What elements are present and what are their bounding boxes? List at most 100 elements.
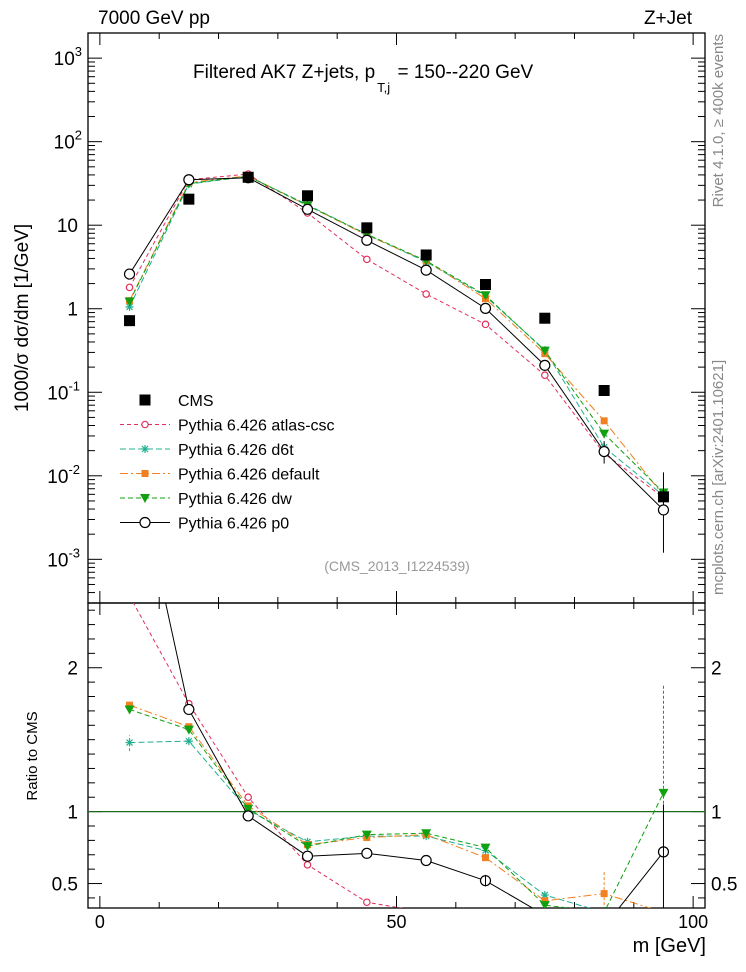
ratio-point-pythia-6-426-dw bbox=[539, 901, 550, 908]
legend-label-pythia-6-426-atlas-csc: Pythia 6.426 atlas-csc bbox=[178, 418, 335, 435]
legend-label-pythia-6-426-p0: Pythia 6.426 p0 bbox=[178, 516, 289, 533]
y-tick-label: 10-3 bbox=[47, 545, 80, 571]
point-pythia-6-426-default bbox=[600, 417, 608, 425]
point-pythia-6-426-d6t bbox=[125, 302, 134, 311]
point-pythia-6-426-dw bbox=[599, 429, 610, 439]
point-pythia-6-426-p0 bbox=[539, 359, 551, 371]
y-tick-label: 1 bbox=[67, 300, 78, 321]
point-cms bbox=[598, 384, 610, 396]
point-pythia-6-426-p0 bbox=[183, 174, 195, 186]
ratio-y-axis-label: Ratio to CMS bbox=[24, 711, 41, 800]
series-line-pythia-6-426-atlas-csc bbox=[129, 173, 664, 498]
ratio-point-pythia-6-426-atlas-csc bbox=[244, 793, 252, 802]
point-cms bbox=[124, 315, 136, 327]
ratio-line-pythia-6-426-dw bbox=[129, 708, 664, 908]
point-cms bbox=[302, 190, 314, 202]
legend-marker-pythia-6-426-p0 bbox=[139, 516, 151, 529]
ratio-tick-label: 0.5 bbox=[52, 875, 78, 896]
legend-label-pythia-6-426-d6t: Pythia 6.426 d6t bbox=[178, 442, 294, 459]
rivet-version-label: Rivet 4.1.0, ≥ 400k events bbox=[710, 34, 727, 207]
ratio-point-pythia-6-426-p0 bbox=[361, 847, 373, 859]
ratio-point-pythia-6-426-p0 bbox=[183, 703, 195, 716]
ratio-tick-label: 1 bbox=[67, 803, 78, 824]
point-pythia-6-426-p0 bbox=[301, 203, 314, 215]
x-axis-label: m [GeV] bbox=[633, 935, 706, 957]
x-tick-label: 100 bbox=[678, 912, 708, 932]
legend-label-cms: CMS bbox=[178, 393, 214, 410]
y-axis-label: 1000/σ dσ/dm [1/GeV] bbox=[12, 224, 33, 412]
header-energy: 7000 GeV pp bbox=[98, 8, 210, 29]
ratio-point-pythia-6-426-atlas-csc bbox=[303, 861, 312, 869]
ratio-line-pythia-6-426-default bbox=[129, 704, 652, 908]
point-pythia-6-426-p0 bbox=[479, 302, 492, 314]
point-pythia-6-426-atlas-csc bbox=[481, 320, 490, 329]
point-pythia-6-426-dw bbox=[539, 346, 550, 356]
ratio-line-pythia-6-426-atlas-csc bbox=[132, 603, 404, 908]
point-pythia-6-426-dw bbox=[124, 297, 135, 307]
point-cms bbox=[242, 171, 254, 183]
legend-marker-pythia-6-426-d6t bbox=[141, 445, 149, 453]
ratio-point-pythia-6-426-default bbox=[541, 897, 549, 905]
point-pythia-6-426-dw bbox=[480, 291, 491, 301]
x-tick-label: 50 bbox=[386, 912, 406, 932]
ratio-point-pythia-6-426-dw bbox=[421, 829, 432, 839]
point-cms bbox=[420, 249, 432, 261]
y-tick-label: 10-2 bbox=[47, 462, 80, 488]
mcplots-label: mcplots.cern.ch [arXiv:2401.10621] bbox=[710, 360, 727, 595]
legend-label-pythia-6-426-dw: Pythia 6.426 dw bbox=[178, 491, 292, 508]
legend: CMS Pythia 6.426 atlas-csc Pythia 6.426 d6… bbox=[120, 393, 335, 533]
y-tick-label: 103 bbox=[54, 44, 82, 70]
point-cms bbox=[479, 279, 491, 291]
ratio-point-pythia-6-426-d6t bbox=[540, 891, 549, 900]
plot-title: Filtered AK7 Z+jets, pT,j = 150--220 GeV bbox=[193, 62, 534, 95]
point-pythia-6-426-p0 bbox=[657, 504, 670, 516]
point-pythia-6-426-p0 bbox=[420, 264, 432, 276]
point-pythia-6-426-atlas-csc bbox=[541, 371, 549, 380]
series-main bbox=[123, 170, 670, 553]
ratio-point-pythia-6-426-dw bbox=[302, 842, 313, 852]
ratio-point-pythia-6-426-p0 bbox=[301, 850, 314, 862]
series-line-pythia-6-426-p0 bbox=[129, 177, 664, 511]
y-tick-label: 10 bbox=[57, 216, 78, 237]
legend-marker-cms bbox=[139, 394, 151, 406]
legend-marker-pythia-6-426-dw bbox=[140, 494, 150, 503]
point-cms bbox=[183, 193, 195, 205]
legend-marker-pythia-6-426-default bbox=[141, 470, 149, 477]
ratio-point-pythia-6-426-dw bbox=[183, 725, 194, 735]
ratio-tick-label-right: 1 bbox=[711, 803, 722, 824]
point-pythia-6-426-p0 bbox=[361, 234, 373, 246]
axes: 0 50 100 10-3 10-2 10-1 1 10 102 103 0.5 0.5 1 1 2 2 bbox=[47, 32, 737, 932]
ratio-line-pythia-6-426-p0 bbox=[165, 603, 664, 908]
ratio-point-pythia-6-426-dw bbox=[361, 830, 372, 840]
ratio-point-pythia-6-426-atlas-csc bbox=[363, 898, 371, 907]
ratio-point-pythia-6-426-dw bbox=[480, 843, 491, 853]
ratio-point-pythia-6-426-dw bbox=[243, 804, 254, 814]
point-pythia-6-426-p0 bbox=[598, 445, 610, 458]
ratio-plot-frame bbox=[87, 602, 706, 909]
point-cms bbox=[361, 222, 373, 234]
ratio-point-pythia-6-426-p0 bbox=[420, 854, 432, 867]
x-tick-label: 0 bbox=[95, 912, 105, 932]
ratio-point-pythia-6-426-d6t bbox=[125, 738, 134, 747]
ratio-point-pythia-6-426-dw bbox=[124, 705, 135, 715]
point-cms bbox=[539, 312, 551, 324]
point-pythia-6-426-atlas-csc bbox=[422, 290, 430, 298]
ratio-tick-label-right: 2 bbox=[711, 659, 722, 680]
point-pythia-6-426-p0 bbox=[123, 268, 136, 280]
legend-label-pythia-6-426-default: Pythia 6.426 default bbox=[178, 467, 320, 484]
ratio-tick-label-right: 0.5 bbox=[711, 875, 737, 896]
y-tick-label: 102 bbox=[54, 128, 82, 154]
legend-marker-pythia-6-426-atlas-csc bbox=[141, 420, 149, 429]
ratio-point-pythia-6-426-p0 bbox=[242, 810, 254, 822]
point-pythia-6-426-atlas-csc bbox=[125, 283, 134, 292]
header-process: Z+Jet bbox=[644, 8, 693, 29]
ratio-line-pythia-6-426-d6t bbox=[129, 740, 592, 908]
series-line-pythia-6-426-dw bbox=[129, 175, 664, 493]
point-pythia-6-426-atlas-csc bbox=[363, 255, 371, 264]
ratio-point-pythia-6-426-default bbox=[481, 854, 489, 862]
series-ratio bbox=[124, 603, 670, 908]
ratio-point-pythia-6-426-d6t bbox=[184, 737, 193, 746]
ratio-point-pythia-6-426-default bbox=[126, 701, 134, 709]
y-tick-label: 10-1 bbox=[47, 378, 80, 404]
